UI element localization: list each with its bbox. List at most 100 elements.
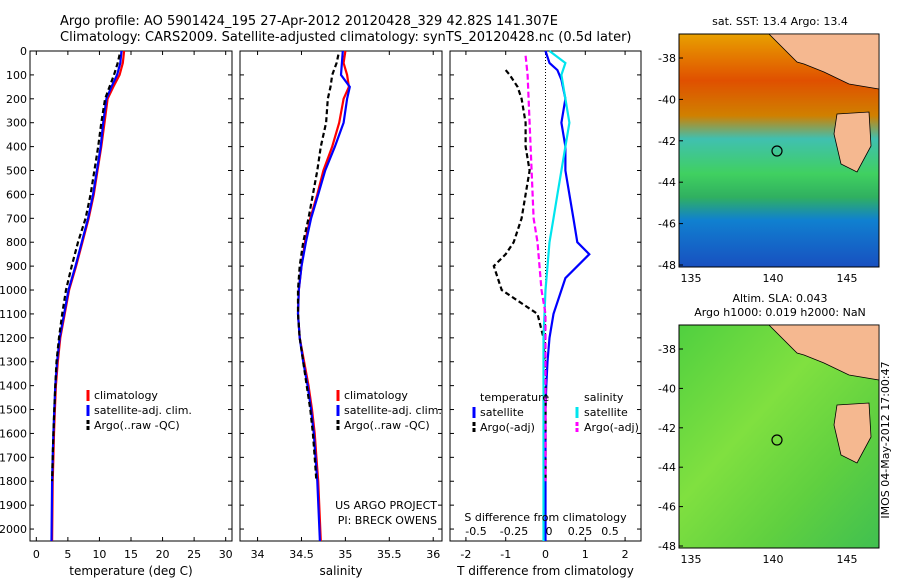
legend-label: satellite bbox=[584, 406, 628, 419]
series-line-1 bbox=[492, 69, 547, 482]
figure-title-line1: Argo profile: AO 5901424_195 27-Apr-2012… bbox=[60, 14, 558, 29]
argo-location-marker bbox=[771, 434, 783, 446]
x-tick-label: 0 bbox=[542, 548, 549, 561]
map-y-tick-label: -42 bbox=[658, 422, 676, 435]
secondary-x-tick-label: -0.5 bbox=[465, 525, 486, 538]
map-y-tick-label: -44 bbox=[658, 176, 676, 189]
x-tick-label: -1 bbox=[500, 548, 511, 561]
legend-header: temperature bbox=[480, 391, 549, 404]
panel-difference: -2 -1 0 1 2 T difference from climatology temp… bbox=[449, 50, 642, 578]
y-tick-label: 800 bbox=[6, 236, 27, 249]
legend-label: climatology bbox=[94, 389, 158, 402]
map-x-tick-label: 135 bbox=[681, 272, 702, 285]
x-tick-label: 35.5 bbox=[377, 548, 402, 561]
y-tick-label: 200 bbox=[6, 93, 27, 106]
x-tick-label: 34 bbox=[251, 548, 265, 561]
legend-label: satellite-adj. clim. bbox=[344, 404, 442, 417]
map-x-tick-label: 145 bbox=[837, 272, 858, 285]
y-tick-label: 0 bbox=[20, 45, 27, 58]
x-axis-label: T difference from climatology bbox=[456, 564, 634, 578]
map-title: Argo h1000: 0.019 h2000: NaN bbox=[694, 306, 866, 319]
map-y-tick-label: -38 bbox=[658, 52, 676, 65]
x-tick-label: -2 bbox=[460, 548, 471, 561]
y-tick-label: 1900 bbox=[0, 499, 27, 512]
map-title: Altim. SLA: 0.043 bbox=[732, 292, 827, 305]
x-tick-label: 10 bbox=[92, 548, 106, 561]
annotation-text: PI: BRECK OWENS bbox=[338, 514, 437, 527]
map-sst_map: 135 140 145 -38 -40 -42 -44 -46 -48 bbox=[658, 33, 880, 285]
y-tick-label: 900 bbox=[6, 260, 27, 273]
x-axis-label: salinity bbox=[319, 564, 362, 578]
land-tasmania bbox=[833, 111, 872, 173]
land-mainland bbox=[768, 33, 880, 90]
panel-temperature: 0 100 200 300 400 500 600 700 800 900 1000 1100 1200… bbox=[0, 45, 233, 578]
legend-header: salinity bbox=[584, 391, 624, 404]
legend-label: satellite-adj. clim. bbox=[94, 404, 192, 417]
x-tick-label: 34.5 bbox=[289, 548, 314, 561]
y-tick-label: 700 bbox=[6, 212, 27, 225]
annotation-text: US ARGO PROJECT bbox=[335, 499, 437, 512]
figure-title-line2: Climatology: CARS2009. Satellite-adjuste… bbox=[60, 30, 632, 45]
y-tick-label: 1800 bbox=[0, 475, 27, 488]
map-y-tick-label: -48 bbox=[658, 259, 676, 272]
y-tick-label: 1500 bbox=[0, 404, 27, 417]
argo-location-marker bbox=[771, 145, 783, 157]
y-tick-label: 1400 bbox=[0, 380, 27, 393]
map-y-tick-label: -48 bbox=[658, 540, 676, 553]
x-tick-label: 30 bbox=[219, 548, 233, 561]
legend-label: Argo(..raw -QC) bbox=[94, 419, 180, 432]
legend-label: Argo(-adj) bbox=[480, 421, 535, 434]
x-tick-label: 15 bbox=[124, 548, 138, 561]
secondary-x-tick-label: 0.25 bbox=[568, 525, 593, 538]
panel-salinity: 34 34.5 35 35.5 36 salinity climatology satelli… bbox=[239, 50, 443, 578]
y-tick-label: 1600 bbox=[0, 427, 27, 440]
y-tick-label: 300 bbox=[6, 117, 27, 130]
plot-frame bbox=[239, 50, 443, 542]
land-tasmania bbox=[833, 402, 872, 464]
map-x-tick-label: 140 bbox=[763, 272, 784, 285]
map-y-tick-label: -46 bbox=[658, 218, 676, 231]
y-tick-label: 400 bbox=[6, 141, 27, 154]
legend-label: climatology bbox=[344, 389, 408, 402]
secondary-x-tick-label: -0.25 bbox=[500, 525, 528, 538]
series-line-2 bbox=[542, 50, 571, 541]
x-tick-label: 36 bbox=[426, 548, 440, 561]
series-line-3 bbox=[524, 55, 547, 482]
map-y-tick-label: -38 bbox=[658, 343, 676, 356]
x-tick-label: 35 bbox=[338, 548, 352, 561]
x-tick-label: 1 bbox=[582, 548, 589, 561]
watermark-text: IMOS 04-May-2012 17:00:47 bbox=[879, 361, 892, 518]
y-tick-label: 1300 bbox=[0, 356, 27, 369]
y-tick-label: 600 bbox=[6, 188, 27, 201]
x-axis-label: temperature (deg C) bbox=[69, 564, 192, 578]
y-tick-label: 500 bbox=[6, 165, 27, 178]
x-tick-label: 5 bbox=[64, 548, 71, 561]
x-tick-label: 2 bbox=[622, 548, 629, 561]
legend-label: Argo(-adj) bbox=[584, 421, 639, 434]
secondary-x-tick-label: 0 bbox=[546, 525, 553, 538]
y-tick-label: 1000 bbox=[0, 284, 27, 297]
x-tick-label: 25 bbox=[187, 548, 201, 561]
land-mainland bbox=[768, 324, 880, 381]
map-x-tick-label: 145 bbox=[837, 553, 858, 566]
series-line-2 bbox=[51, 54, 121, 482]
legend-label: satellite bbox=[480, 406, 524, 419]
map-y-tick-label: -40 bbox=[658, 93, 676, 106]
secondary-x-axis-label: S difference from climatology bbox=[464, 511, 627, 524]
map-title: sat. SST: 13.4 Argo: 13.4 bbox=[712, 15, 848, 28]
y-tick-label: 1100 bbox=[0, 308, 27, 321]
map-sla_map: 135 140 145 -38 -40 -42 -44 -46 -48 bbox=[658, 324, 880, 566]
legend-label: Argo(..raw -QC) bbox=[344, 419, 430, 432]
series-line-1 bbox=[50, 50, 123, 542]
y-tick-label: 1200 bbox=[0, 332, 27, 345]
map-y-tick-label: -42 bbox=[658, 135, 676, 148]
y-tick-label: 100 bbox=[6, 69, 27, 82]
map-x-tick-label: 135 bbox=[681, 553, 702, 566]
plot-frame bbox=[29, 50, 233, 542]
map-y-tick-label: -44 bbox=[658, 461, 676, 474]
secondary-x-tick-label: 0.5 bbox=[601, 525, 619, 538]
map-y-tick-label: -40 bbox=[658, 382, 676, 395]
map-x-tick-label: 140 bbox=[763, 553, 784, 566]
x-tick-label: 20 bbox=[156, 548, 170, 561]
